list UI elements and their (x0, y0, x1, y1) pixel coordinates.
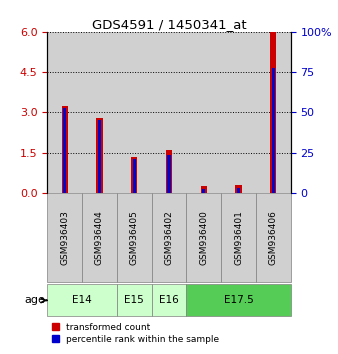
Bar (63, 108, 66, 193)
Bar (47, 32, 82, 193)
Bar (221, 32, 256, 193)
Bar (235, 185, 242, 193)
Bar (152, 193, 186, 282)
Bar (133, 159, 136, 193)
Text: E14: E14 (72, 295, 92, 306)
Bar (167, 155, 171, 193)
Bar (117, 284, 152, 316)
Bar (256, 193, 291, 282)
Bar (256, 32, 291, 193)
Bar (186, 32, 221, 193)
Bar (117, 32, 152, 193)
Bar (96, 118, 103, 193)
Bar (186, 284, 291, 316)
Text: age: age (25, 295, 46, 306)
Bar (82, 32, 117, 193)
Bar (186, 193, 221, 282)
Bar (152, 284, 186, 316)
Text: E16: E16 (159, 295, 179, 306)
Text: GSM936402: GSM936402 (165, 210, 173, 265)
Bar (82, 193, 117, 282)
Bar (221, 193, 256, 282)
Bar (152, 32, 186, 193)
Text: E17.5: E17.5 (224, 295, 254, 306)
Text: GSM936406: GSM936406 (269, 210, 278, 265)
Bar (166, 150, 172, 193)
Text: GSM936401: GSM936401 (234, 210, 243, 265)
Text: GSM936400: GSM936400 (199, 210, 208, 265)
Bar (237, 188, 240, 193)
Text: GSM936403: GSM936403 (60, 210, 69, 265)
Bar (272, 68, 275, 193)
Text: GSM936404: GSM936404 (95, 210, 104, 265)
Bar (131, 157, 137, 193)
Bar (117, 193, 152, 282)
Bar (201, 186, 207, 193)
Bar (62, 106, 68, 193)
Title: GDS4591 / 1450341_at: GDS4591 / 1450341_at (92, 18, 246, 31)
Bar (270, 32, 276, 193)
Text: GSM936405: GSM936405 (130, 210, 139, 265)
Bar (47, 284, 117, 316)
Bar (47, 193, 82, 282)
Bar (98, 120, 101, 193)
Legend: transformed count, percentile rank within the sample: transformed count, percentile rank withi… (52, 323, 219, 343)
Text: E15: E15 (124, 295, 144, 306)
Bar (202, 189, 205, 193)
